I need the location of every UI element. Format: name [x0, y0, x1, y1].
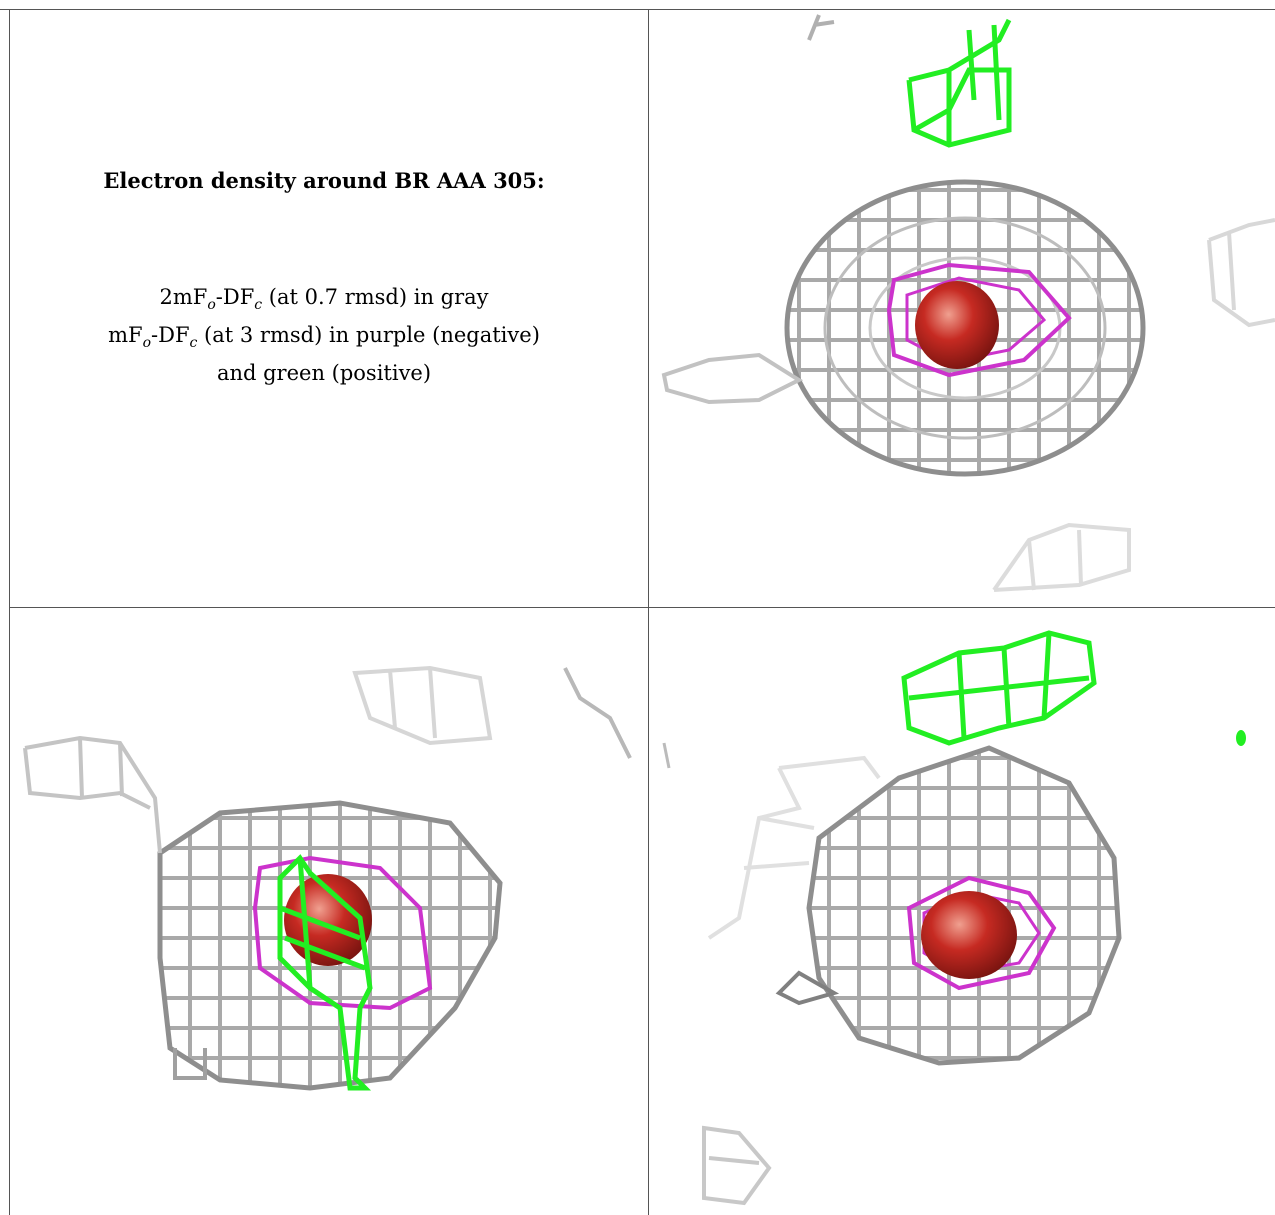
- density-view-bottom-right: [649, 608, 1275, 1215]
- mesh-fragment-left: [707, 755, 881, 940]
- atom-sphere: [921, 891, 1017, 979]
- mesh-negative-density: [252, 855, 433, 1011]
- mesh-fragment-bottom: [992, 522, 1131, 592]
- atom-sphere: [915, 281, 999, 369]
- mesh-fragment-left: [661, 352, 804, 405]
- mesh-fragment-bottom: [702, 1125, 772, 1206]
- caption-title: Electron density around BR AAA 305:: [103, 168, 545, 193]
- legend-line-positive: and green (positive): [216, 361, 432, 386]
- border-middle-horizontal: [9, 607, 1275, 608]
- border-top: [0, 9, 1275, 10]
- legend-line-fofc: mFo-DFc (at 3 rmsd) in purple (negative): [108, 323, 540, 352]
- density-image-bottom-left: [23, 665, 632, 1091]
- mesh-negative-density: [886, 262, 1072, 378]
- mesh-fragment-right: [1207, 218, 1275, 328]
- mesh-positive-density: [901, 630, 1097, 746]
- density-image-bottom-right: [662, 630, 1246, 1206]
- mesh-fragment-right: [563, 667, 632, 759]
- density-image-top-right: [661, 14, 1275, 592]
- mesh-positive-density: [906, 18, 1012, 148]
- mesh-fragment-left: [23, 735, 162, 854]
- mesh-outline: [806, 745, 1122, 1066]
- density-view-bottom-left: [10, 608, 648, 1215]
- mesh-fragment-top: [352, 665, 493, 746]
- mesh-negative-density: [906, 875, 1057, 991]
- caption-cell: Electron density around BR AAA 305: 2mFo…: [0, 0, 648, 606]
- mesh-outline: [157, 800, 503, 1091]
- mesh-fragment-top: [807, 14, 835, 41]
- caption-legend: 2mFo-DFc (at 0.7 rmsd) in gray mFo-DFc (…: [0, 282, 648, 388]
- legend-line-2fofc: 2mFo-DFc (at 0.7 rmsd) in gray: [159, 285, 489, 314]
- mesh-outline: [784, 179, 1146, 477]
- positive-density-blob: [1236, 730, 1246, 746]
- border-left: [9, 9, 10, 1215]
- mesh-positive-density: [277, 854, 373, 1091]
- border-middle-vertical: [648, 9, 649, 1215]
- density-view-top-right: [649, 10, 1275, 607]
